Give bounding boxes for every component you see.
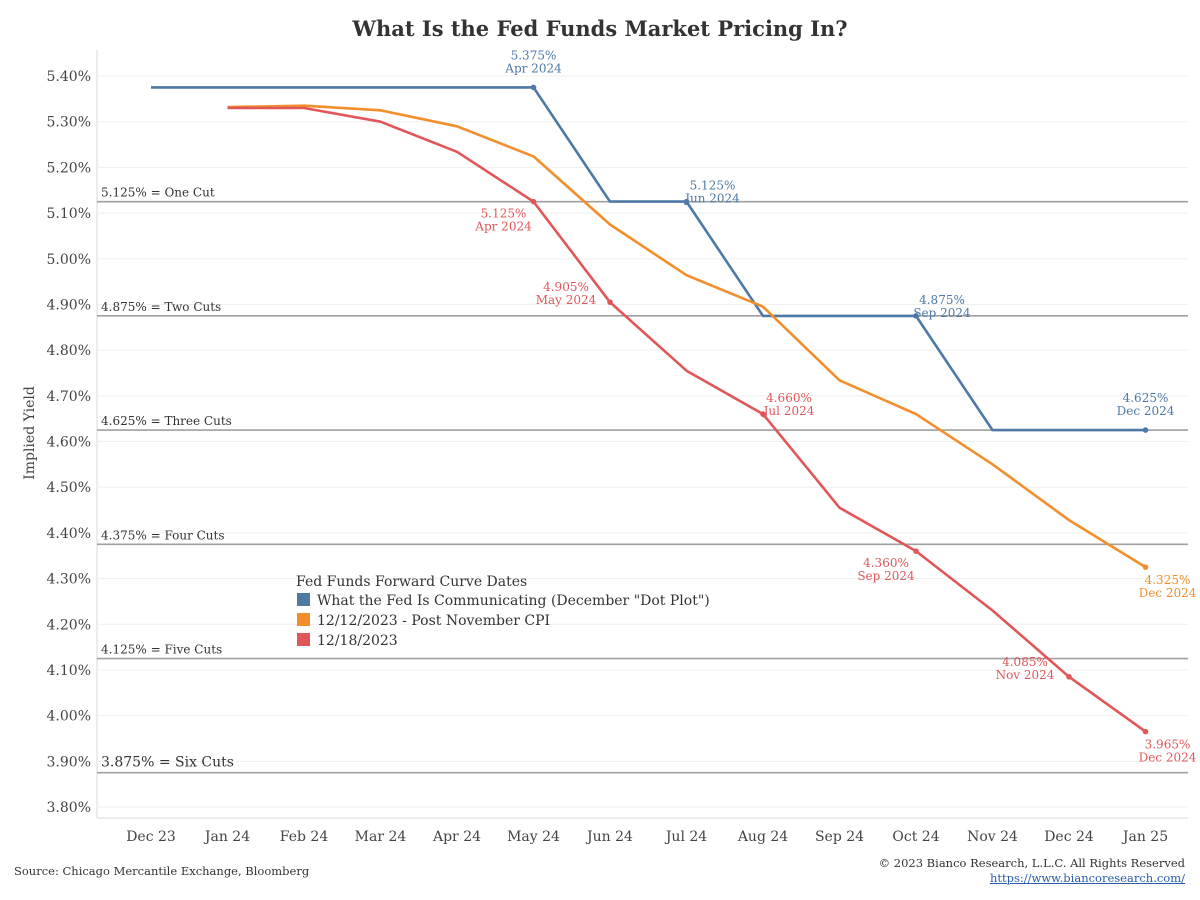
y-tick-label: 5.20%	[47, 160, 91, 176]
annotation-value: 4.660%	[766, 391, 812, 405]
annotation-date: Nov 2024	[996, 668, 1055, 682]
annotation-date: Jul 2024	[762, 404, 815, 418]
annotation-value: 5.125%	[690, 179, 736, 193]
annotation-value: 4.905%	[543, 280, 589, 294]
legend-swatch	[297, 633, 310, 646]
x-axis-ticks: Dec 23 Jan 24 Feb 24 Mar 24 Apr 24 May 24 Jun …	[126, 829, 1168, 845]
x-tick-label: Jan 25	[1121, 829, 1168, 845]
y-tick-label: 4.00%	[47, 709, 91, 725]
annotation-date: Sep 2024	[857, 569, 915, 583]
annotation-date: May 2024	[536, 293, 597, 307]
y-tick-label: 3.90%	[47, 754, 91, 770]
series-line-3	[227, 106, 1147, 733]
data-point-marker	[530, 84, 537, 91]
x-tick-label: Nov 24	[967, 829, 1018, 845]
annotation-value: 5.125%	[481, 207, 527, 221]
reference-line-label: 3.875% = Six Cuts	[101, 755, 234, 771]
annotation-value: 4.325%	[1145, 573, 1191, 587]
legend-swatch	[297, 613, 310, 626]
y-tick-label: 4.90%	[47, 297, 91, 313]
y-axis-ticks: 3.80% 3.90% 4.00% 4.10% 4.20% 4.30% 4.40% 4.50%…	[47, 69, 91, 816]
annotation-date: Jun 2024	[683, 192, 740, 206]
legend-entry: 12/18/2023	[317, 633, 398, 649]
y-tick-label: 4.40%	[47, 526, 91, 542]
y-tick-label: 4.60%	[47, 435, 91, 451]
reference-line-label: 5.125% = One Cut	[101, 186, 215, 200]
y-tick-label: 4.30%	[47, 572, 91, 588]
y-tick-label: 5.10%	[47, 206, 91, 222]
reference-lines: 5.125% = One Cut 4.875% = Two Cuts 4.625% …	[97, 186, 1188, 774]
reference-line-label: 4.375% = Four Cuts	[101, 528, 225, 542]
x-tick-label: Apr 24	[432, 829, 481, 845]
series-line-1	[151, 86, 1146, 432]
x-tick-label: Aug 24	[737, 829, 788, 845]
annotation-date: Dec 2024	[1117, 404, 1175, 418]
copyright-note: © 2023 Bianco Research, L.L.C. All Right…	[878, 856, 1185, 870]
website-link[interactable]: https://www.biancoresearch.com/	[989, 871, 1185, 885]
data-point-marker	[1142, 564, 1149, 570]
y-axis-label: Implied Yield	[22, 386, 38, 480]
data-point-marker	[683, 198, 690, 205]
reference-line-label: 4.875% = Two Cuts	[101, 300, 221, 314]
data-point-marker	[607, 299, 613, 305]
data-point-marker	[1142, 427, 1149, 433]
x-tick-label: Oct 24	[892, 829, 939, 845]
annotation-date: Dec 2024	[1139, 586, 1197, 600]
y-tick-label: 5.30%	[47, 115, 91, 131]
data-point-marker	[1066, 673, 1072, 680]
y-tick-label: 5.40%	[47, 69, 91, 85]
y-tick-label: 4.10%	[47, 663, 91, 679]
y-tick-label: 4.50%	[47, 480, 91, 496]
chart-title: What Is the Fed Funds Market Pricing In?	[351, 16, 847, 41]
data-point-marker	[913, 548, 919, 554]
reference-line-label: 4.125% = Five Cuts	[101, 643, 222, 657]
annotation-value: 4.875%	[919, 293, 965, 307]
x-tick-label: May 24	[507, 829, 560, 845]
series-line-2	[227, 104, 1147, 569]
legend-title: Fed Funds Forward Curve Dates	[296, 574, 527, 590]
annotation-value: 4.085%	[1002, 655, 1048, 669]
annotation-value: 4.625%	[1123, 391, 1169, 405]
legend-entry: 12/12/2023 - Post November CPI	[317, 613, 550, 629]
y-tick-label: 4.80%	[47, 343, 91, 359]
legend-swatch	[297, 593, 310, 606]
legend: Fed Funds Forward Curve Dates What the Fe…	[296, 574, 710, 649]
x-tick-label: Jan 24	[203, 829, 250, 845]
x-tick-label: Feb 24	[280, 829, 329, 845]
annotation-date: Apr 2024	[504, 61, 562, 75]
y-tick-label: 3.80%	[47, 800, 91, 816]
data-point-marker	[913, 313, 919, 319]
x-tick-label: Jun 24	[585, 829, 633, 845]
annotation-date: Apr 2024	[474, 220, 532, 234]
annotation-value: 4.360%	[863, 556, 909, 570]
gridlines	[96, 50, 1188, 819]
data-point-marker	[530, 198, 537, 205]
x-tick-label: Dec 24	[1044, 829, 1094, 845]
x-tick-label: Mar 24	[355, 829, 407, 845]
reference-line-label: 4.625% = Three Cuts	[101, 414, 232, 428]
y-tick-label: 4.70%	[47, 389, 91, 405]
x-tick-label: Sep 24	[815, 829, 864, 845]
source-note: Source: Chicago Mercantile Exchange, Blo…	[14, 864, 310, 878]
legend-entry: What the Fed Is Communicating (December …	[317, 593, 710, 609]
y-tick-label: 4.20%	[47, 617, 91, 633]
annotation-date: Dec 2024	[1139, 751, 1197, 765]
data-point-marker	[760, 411, 766, 417]
series-lines	[151, 84, 1149, 735]
annotation-date: Sep 2024	[913, 306, 971, 320]
y-tick-label: 5.00%	[47, 252, 91, 268]
x-tick-label: Jul 24	[664, 829, 707, 845]
x-tick-label: Dec 23	[126, 829, 176, 845]
annotation-value: 3.965%	[1145, 738, 1191, 752]
annotation-value: 5.375%	[511, 48, 557, 62]
data-point-marker	[1142, 728, 1149, 735]
